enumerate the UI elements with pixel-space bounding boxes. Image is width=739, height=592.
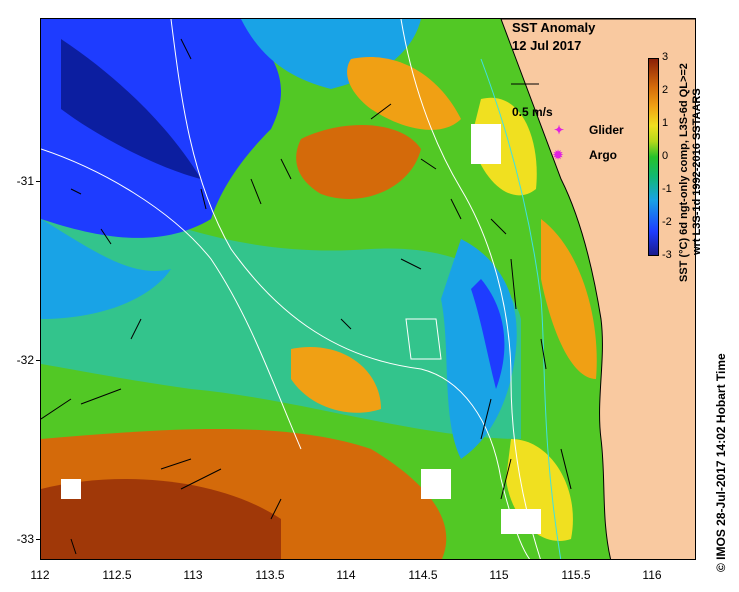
cool-coastal-eddy	[441, 239, 517, 459]
current-vectors	[41, 38, 572, 555]
colorbar-tick: -2	[662, 216, 672, 228]
x-tick-label: 112.5	[102, 568, 132, 582]
colorbar-tick: -1	[662, 183, 672, 195]
warm-coastal-strip	[541, 219, 597, 379]
cool-west	[41, 219, 171, 319]
glider-icon: ✦	[554, 123, 565, 137]
colorbar-tick: 0	[662, 150, 669, 162]
cloud-gap	[471, 124, 501, 164]
depth-contour	[41, 148, 302, 450]
x-tick-label: 116	[642, 568, 662, 582]
colorbar-tick: 3	[662, 51, 669, 63]
colorbar-tick: -3	[662, 249, 672, 261]
colorbar-label-ref: wrt L3S-1d 1992-2016 SSTAARS	[691, 88, 703, 255]
y-tick-label: -32	[16, 353, 34, 367]
y-tick-label: -31	[16, 174, 34, 188]
land-mass	[500, 19, 695, 559]
x-tick-label: 113	[183, 568, 203, 582]
warm-patch-ne	[347, 57, 461, 130]
vector-scale-label: 0.5 m/s	[512, 105, 553, 119]
isobath	[480, 58, 562, 559]
colorbar-label: SST (°C) 6d ngt-only comp, L3S-6d QL>=2	[678, 63, 690, 282]
x-tick-label: 115.5	[561, 568, 591, 582]
depth-contour	[170, 19, 531, 559]
depth-contour	[400, 19, 541, 559]
hot-patch-sw	[41, 479, 281, 559]
x-tick-label: 112	[30, 568, 50, 582]
cold-coastal-core	[471, 279, 505, 389]
argo-label: Argo	[589, 148, 617, 162]
map-date: 12 Jul 2017	[512, 38, 582, 53]
x-tick-label: 114	[336, 568, 356, 582]
teal-band	[41, 169, 521, 439]
map-title: SST Anomaly	[512, 20, 596, 35]
x-tick-label: 114.5	[408, 568, 438, 582]
yellow-patch	[471, 97, 537, 196]
y-tick	[36, 360, 40, 361]
colorbar	[648, 58, 659, 256]
credit-text: © IMOS 28-Jul-2017 14:02 Hobart Time	[714, 353, 728, 572]
sst-anomaly-field	[41, 19, 695, 559]
cloud-gap	[421, 469, 451, 499]
colorbar-tick: 1	[662, 117, 669, 129]
colorbar-tick: 2	[662, 84, 669, 96]
y-tick-label: -33	[16, 532, 34, 546]
x-tick-label: 113.5	[255, 568, 285, 582]
y-tick	[36, 539, 40, 540]
warm-patch-north	[296, 125, 421, 199]
cloud-gap	[501, 509, 541, 534]
cloud-gap	[61, 479, 81, 499]
deep-cold-nw	[61, 39, 201, 179]
x-tick-label: 115	[489, 568, 509, 582]
y-tick	[36, 181, 40, 182]
warm-patch-central	[291, 347, 381, 413]
glider-label: Glider	[589, 123, 624, 137]
sst-map[interactable]	[40, 18, 696, 560]
depth-contour	[405, 318, 442, 360]
argo-icon: ✹	[553, 148, 564, 162]
